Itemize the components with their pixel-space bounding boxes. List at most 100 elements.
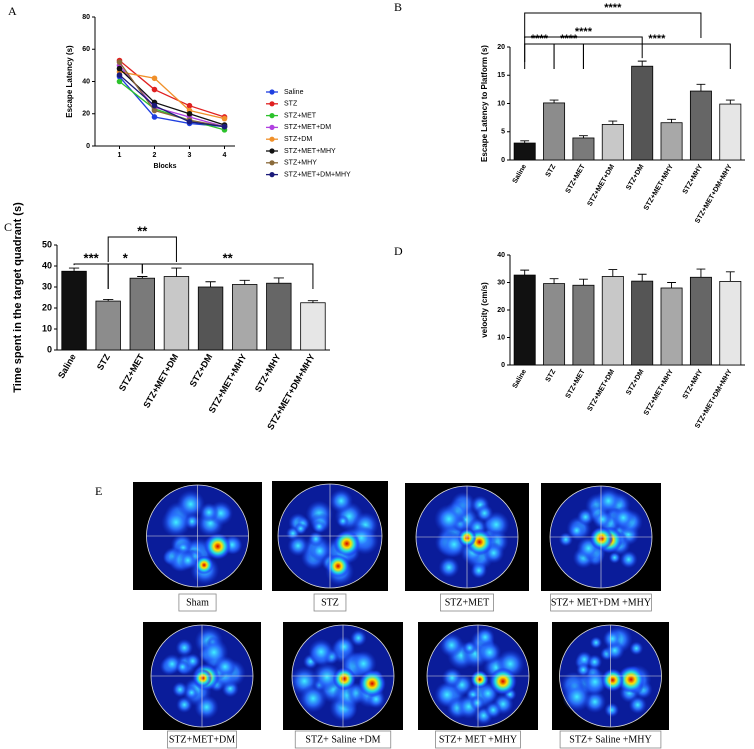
significance-bracket [524, 43, 555, 69]
heat-blob [336, 514, 350, 528]
y-tick-label: 20 [82, 111, 90, 118]
error-bar [137, 276, 148, 279]
label-box [294, 730, 392, 749]
image-label: STZ+MET+DM [169, 734, 235, 745]
x-tick-label: STZ+MET+MHY [643, 368, 675, 417]
data-point [221, 115, 228, 122]
significance-label: ** [137, 223, 148, 238]
heat-blob [184, 685, 199, 700]
error-bar [637, 273, 647, 282]
image-label: STZ [321, 597, 339, 608]
heat-hotspot [333, 530, 361, 558]
bar [719, 280, 742, 366]
image-label: STZ+ MET +MHY [439, 734, 517, 745]
significance-label: ** [223, 250, 234, 265]
legend-marker [269, 160, 275, 166]
y-tick-label: 15 [497, 72, 505, 79]
data-point [151, 86, 158, 93]
bar [513, 142, 536, 161]
panel-label: C [4, 220, 12, 234]
bar [163, 276, 190, 351]
heat-blob [294, 522, 307, 535]
error-bar [171, 267, 182, 277]
error-bar [549, 99, 559, 103]
x-tick-label: STZ+MET+DM [587, 368, 617, 412]
heatmap [418, 622, 538, 730]
bar [601, 276, 624, 366]
heatmap [133, 482, 262, 590]
image-label: Sham [186, 597, 209, 608]
y-tick-label: 30 [497, 279, 505, 286]
legend-label: STZ [284, 101, 298, 108]
heat-blob [350, 629, 367, 647]
y-axis-label: Escape Latency to Platform (s) [480, 45, 489, 162]
heat-blob [619, 550, 638, 569]
error-bar [579, 135, 588, 138]
x-tick-label: 2 [153, 152, 157, 159]
data-point [186, 110, 193, 117]
y-tick-label: 20 [497, 44, 505, 51]
x-axis-label: Blocks [154, 163, 177, 170]
bar [689, 90, 712, 161]
error-bar [68, 267, 80, 272]
panel-label: E [95, 484, 102, 498]
significance-bracket [582, 43, 731, 69]
heat-blob [592, 509, 613, 530]
heat-blob [611, 506, 635, 530]
label-box [313, 593, 347, 612]
x-tick-label: Saline [512, 368, 528, 389]
x-tick-label: STZ+MET+MHY [643, 163, 675, 212]
bar [61, 270, 87, 351]
x-tick-label: Saline [512, 163, 528, 184]
heat-blob [172, 681, 188, 698]
bar [232, 284, 258, 351]
error-bar [608, 269, 618, 277]
image-label: STZ+ Saline +DM [305, 734, 380, 745]
x-tick-label: STZ [545, 368, 558, 384]
error-bar [608, 120, 618, 125]
x-tick-label: STZ+MET [565, 163, 587, 195]
heat-blob [308, 638, 335, 665]
data-point [151, 102, 158, 109]
data-point [116, 65, 123, 72]
bar [631, 65, 654, 161]
legend-marker [269, 148, 275, 154]
y-tick-label: 20 [42, 302, 52, 312]
heat-blob [484, 701, 502, 719]
heat-blob [562, 682, 592, 712]
significance-label: *** [84, 250, 100, 265]
bar [543, 283, 566, 366]
heat-blob [178, 550, 198, 570]
label-box [167, 730, 237, 749]
heat-blob [175, 638, 194, 657]
x-tick-label: STZ+MHY [682, 368, 705, 400]
bar [689, 276, 712, 366]
legend-label: Saline [284, 89, 304, 96]
significance-label: **** [560, 33, 578, 45]
bar [719, 103, 742, 161]
x-tick-label: STZ+MHY [682, 163, 705, 195]
legend-marker [269, 172, 275, 178]
error-bar [667, 118, 676, 123]
legend-label: STZ+MET+DM+MHY [284, 171, 351, 178]
bar [513, 274, 536, 366]
error-bar [273, 277, 284, 284]
significance-bracket [524, 36, 643, 62]
heat-blob [568, 522, 586, 539]
y-tick-label: 10 [497, 100, 505, 107]
x-tick-label: STZ+DM [625, 368, 645, 396]
x-tick-label: STZ+MHY [253, 352, 283, 394]
y-tick-label: 40 [82, 78, 90, 85]
data-point [151, 75, 158, 82]
heat-blob [312, 519, 326, 534]
error-bar [307, 300, 319, 303]
x-tick-label: STZ [95, 352, 112, 372]
x-tick-label: 4 [223, 152, 227, 159]
heat-blob [438, 556, 460, 578]
error-bar [520, 140, 530, 144]
heat-blob [469, 695, 485, 711]
legend-label: STZ+DM [284, 136, 312, 143]
x-tick-label: STZ+MET [117, 352, 147, 393]
heat-blob [470, 562, 488, 579]
